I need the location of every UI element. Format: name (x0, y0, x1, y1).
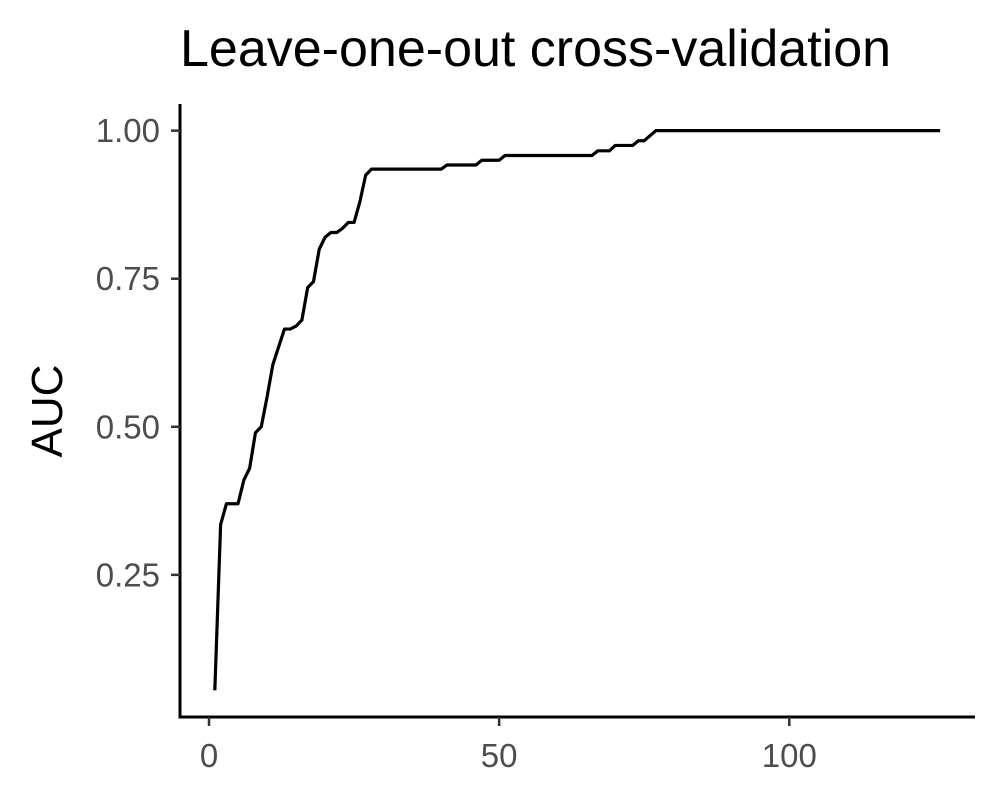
series-line-0 (213, 129, 941, 691)
y-tick-label: 0.25 (96, 556, 160, 593)
y-tick-label: 0.75 (96, 260, 160, 297)
x-tick-label: 0 (200, 737, 218, 774)
y-tick-label: 0.50 (96, 408, 160, 445)
chart-title: Leave-one-out cross-validation (180, 20, 891, 78)
x-tick-label: 50 (481, 737, 518, 774)
plot-area: 0.25 0.50 0.75 1.00 0 50 100 (96, 104, 975, 774)
y-axis-label: AUC (23, 365, 72, 458)
y-tick-label: 1.00 (96, 112, 160, 149)
x-tick-label: 100 (762, 737, 817, 774)
